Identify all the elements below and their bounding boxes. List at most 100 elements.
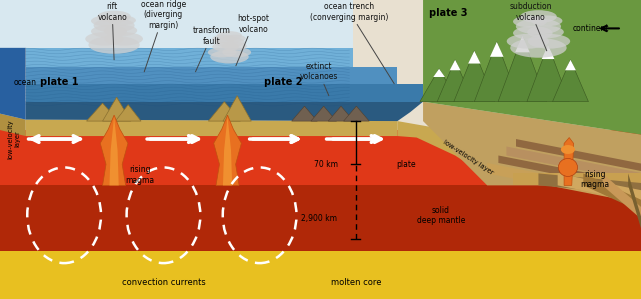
Polygon shape bbox=[487, 163, 641, 204]
Ellipse shape bbox=[561, 145, 575, 154]
Polygon shape bbox=[474, 42, 519, 102]
Text: low-velocity
layer: low-velocity layer bbox=[8, 119, 21, 159]
Ellipse shape bbox=[212, 35, 235, 43]
Text: solid
deep mantle: solid deep mantle bbox=[417, 206, 465, 225]
Ellipse shape bbox=[513, 26, 553, 40]
Polygon shape bbox=[506, 147, 641, 182]
Ellipse shape bbox=[208, 47, 237, 57]
Ellipse shape bbox=[527, 26, 564, 39]
Polygon shape bbox=[558, 173, 641, 202]
Polygon shape bbox=[499, 155, 641, 191]
Polygon shape bbox=[344, 106, 369, 121]
Polygon shape bbox=[26, 102, 423, 121]
Polygon shape bbox=[516, 139, 641, 171]
Polygon shape bbox=[26, 120, 397, 136]
Ellipse shape bbox=[104, 25, 137, 36]
Text: rising
magma: rising magma bbox=[125, 165, 154, 184]
Text: rift
volcano: rift volcano bbox=[97, 2, 127, 60]
Polygon shape bbox=[0, 48, 26, 120]
Ellipse shape bbox=[513, 16, 547, 28]
Ellipse shape bbox=[97, 11, 131, 22]
Polygon shape bbox=[583, 173, 641, 212]
Text: hot-spot
volcano: hot-spot volcano bbox=[236, 14, 269, 66]
Polygon shape bbox=[423, 0, 641, 135]
Polygon shape bbox=[223, 117, 232, 185]
Text: extinct
volcanoes: extinct volcanoes bbox=[299, 62, 338, 96]
Text: plate: plate bbox=[396, 160, 416, 169]
Ellipse shape bbox=[222, 42, 247, 51]
Polygon shape bbox=[213, 115, 242, 185]
Text: plate 3: plate 3 bbox=[429, 8, 468, 19]
Ellipse shape bbox=[214, 37, 245, 48]
Ellipse shape bbox=[217, 31, 242, 40]
Polygon shape bbox=[437, 60, 473, 102]
Text: plate 1: plate 1 bbox=[40, 77, 78, 87]
Ellipse shape bbox=[531, 16, 562, 26]
Polygon shape bbox=[454, 51, 495, 102]
Ellipse shape bbox=[91, 16, 122, 26]
Polygon shape bbox=[513, 173, 641, 185]
Polygon shape bbox=[420, 69, 458, 102]
Ellipse shape bbox=[88, 36, 140, 54]
Polygon shape bbox=[311, 106, 337, 121]
Ellipse shape bbox=[210, 50, 249, 63]
Polygon shape bbox=[450, 60, 460, 70]
Polygon shape bbox=[110, 117, 119, 185]
Text: continent: continent bbox=[572, 24, 609, 33]
Polygon shape bbox=[292, 106, 317, 121]
Ellipse shape bbox=[85, 32, 124, 45]
Polygon shape bbox=[0, 251, 641, 299]
Text: ocean: ocean bbox=[14, 78, 37, 87]
Polygon shape bbox=[468, 51, 481, 63]
Text: subduction
volcano: subduction volcano bbox=[510, 2, 552, 51]
Polygon shape bbox=[423, 102, 641, 185]
Ellipse shape bbox=[224, 35, 246, 42]
Polygon shape bbox=[565, 60, 576, 70]
Ellipse shape bbox=[516, 19, 561, 34]
Polygon shape bbox=[100, 115, 128, 185]
Text: ocean ridge
(diverging
margin): ocean ridge (diverging margin) bbox=[141, 0, 186, 72]
Ellipse shape bbox=[222, 47, 251, 57]
Text: rising
magma: rising magma bbox=[580, 170, 610, 189]
Text: 2,900 km: 2,900 km bbox=[301, 214, 337, 223]
Ellipse shape bbox=[91, 25, 127, 38]
Ellipse shape bbox=[520, 10, 557, 23]
Ellipse shape bbox=[104, 32, 143, 45]
Polygon shape bbox=[397, 121, 513, 176]
Ellipse shape bbox=[108, 16, 136, 25]
Polygon shape bbox=[26, 48, 353, 67]
Text: transform
fault: transform fault bbox=[192, 26, 231, 72]
Ellipse shape bbox=[94, 18, 135, 33]
Polygon shape bbox=[328, 106, 354, 121]
Polygon shape bbox=[490, 42, 504, 57]
Text: convection currents: convection currents bbox=[122, 278, 205, 287]
Ellipse shape bbox=[510, 38, 567, 58]
Polygon shape bbox=[87, 103, 119, 121]
Polygon shape bbox=[223, 96, 251, 121]
Polygon shape bbox=[542, 45, 554, 59]
Polygon shape bbox=[515, 36, 529, 52]
Text: molten core: molten core bbox=[331, 278, 381, 287]
Polygon shape bbox=[527, 45, 569, 102]
Polygon shape bbox=[26, 67, 397, 84]
Text: ocean trench
(converging margin): ocean trench (converging margin) bbox=[310, 2, 394, 84]
Polygon shape bbox=[115, 105, 141, 121]
Polygon shape bbox=[0, 0, 353, 48]
Polygon shape bbox=[26, 84, 423, 102]
Text: low-velocity layer: low-velocity layer bbox=[442, 138, 494, 176]
Polygon shape bbox=[628, 173, 641, 228]
Polygon shape bbox=[538, 173, 641, 195]
Text: plate 2: plate 2 bbox=[264, 77, 303, 87]
Polygon shape bbox=[0, 114, 26, 136]
Ellipse shape bbox=[212, 42, 239, 51]
Polygon shape bbox=[603, 173, 641, 219]
Polygon shape bbox=[433, 69, 445, 77]
Text: 70 km: 70 km bbox=[315, 160, 338, 169]
Polygon shape bbox=[208, 102, 240, 121]
Polygon shape bbox=[524, 130, 641, 162]
Polygon shape bbox=[553, 60, 588, 102]
Ellipse shape bbox=[528, 34, 570, 49]
Ellipse shape bbox=[507, 34, 549, 49]
Polygon shape bbox=[564, 138, 574, 185]
Ellipse shape bbox=[558, 158, 578, 176]
